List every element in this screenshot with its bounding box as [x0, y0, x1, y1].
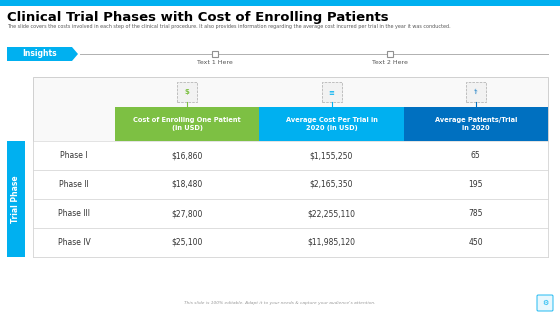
- FancyBboxPatch shape: [466, 82, 486, 102]
- Text: Average Patients/Trial
in 2020: Average Patients/Trial in 2020: [435, 117, 517, 131]
- Text: $: $: [185, 89, 190, 95]
- Text: ≡: ≡: [329, 89, 334, 95]
- FancyBboxPatch shape: [259, 107, 404, 141]
- FancyBboxPatch shape: [33, 228, 548, 257]
- FancyBboxPatch shape: [33, 199, 548, 228]
- Text: Cost of Enrolling One Patient
(in USD): Cost of Enrolling One Patient (in USD): [133, 117, 241, 131]
- Text: Phase IV: Phase IV: [58, 238, 90, 247]
- Text: $22,255,110: $22,255,110: [307, 209, 356, 218]
- FancyBboxPatch shape: [33, 141, 548, 170]
- Text: Trial Phase: Trial Phase: [12, 175, 21, 223]
- Text: Text 2 Here: Text 2 Here: [372, 60, 408, 65]
- Text: $2,165,350: $2,165,350: [310, 180, 353, 189]
- Text: Text 1 Here: Text 1 Here: [197, 60, 233, 65]
- Text: ⚙: ⚙: [542, 300, 548, 306]
- Text: $27,800: $27,800: [171, 209, 203, 218]
- Text: Average Cost Per Trial in
2020 (in USD): Average Cost Per Trial in 2020 (in USD): [286, 117, 377, 131]
- Text: $1,155,250: $1,155,250: [310, 151, 353, 160]
- Text: 450: 450: [469, 238, 483, 247]
- FancyBboxPatch shape: [537, 295, 553, 311]
- FancyBboxPatch shape: [0, 0, 560, 6]
- FancyBboxPatch shape: [212, 51, 218, 57]
- FancyBboxPatch shape: [404, 107, 548, 141]
- Text: ⚕: ⚕: [474, 89, 478, 95]
- Text: 65: 65: [471, 151, 480, 160]
- Text: The slide covers the costs involved in each step of the clinical trial procedure: The slide covers the costs involved in e…: [7, 24, 451, 29]
- Text: 195: 195: [469, 180, 483, 189]
- Text: Phase III: Phase III: [58, 209, 90, 218]
- Text: This slide is 100% editable. Adapt it to your needs & capture your audience's at: This slide is 100% editable. Adapt it to…: [184, 301, 376, 305]
- FancyBboxPatch shape: [33, 170, 548, 199]
- Text: Phase II: Phase II: [59, 180, 89, 189]
- Text: Clinical Trial Phases with Cost of Enrolling Patients: Clinical Trial Phases with Cost of Enrol…: [7, 11, 389, 24]
- FancyBboxPatch shape: [177, 82, 197, 102]
- FancyBboxPatch shape: [33, 77, 548, 257]
- FancyBboxPatch shape: [7, 141, 25, 257]
- Polygon shape: [7, 47, 78, 61]
- Text: $18,480: $18,480: [171, 180, 203, 189]
- Text: Insights: Insights: [22, 49, 57, 59]
- FancyBboxPatch shape: [387, 51, 393, 57]
- Text: $16,860: $16,860: [171, 151, 203, 160]
- FancyBboxPatch shape: [115, 107, 259, 141]
- Text: $25,100: $25,100: [171, 238, 203, 247]
- FancyBboxPatch shape: [321, 82, 342, 102]
- Text: 785: 785: [469, 209, 483, 218]
- Text: $11,985,120: $11,985,120: [307, 238, 356, 247]
- Text: Phase I: Phase I: [60, 151, 88, 160]
